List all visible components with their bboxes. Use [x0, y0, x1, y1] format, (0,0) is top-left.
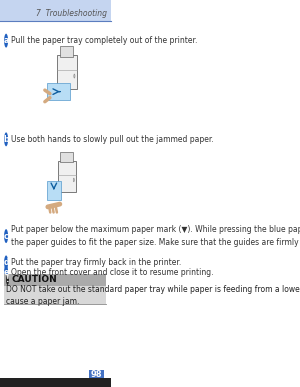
FancyBboxPatch shape: [4, 274, 106, 286]
Text: Put paper below the maximum paper mark (▼). While pressing the blue paper-guide : Put paper below the maximum paper mark (…: [11, 225, 300, 247]
FancyBboxPatch shape: [60, 46, 73, 57]
Text: DO NOT take out the standard paper tray while paper is feeding from a lower pape: DO NOT take out the standard paper tray …: [6, 285, 300, 307]
Text: !: !: [6, 276, 9, 284]
Text: e: e: [4, 267, 9, 277]
FancyBboxPatch shape: [47, 181, 62, 200]
Text: 7  Troubleshooting: 7 Troubleshooting: [37, 9, 107, 18]
FancyBboxPatch shape: [60, 152, 73, 162]
Text: b: b: [3, 135, 9, 144]
Circle shape: [73, 178, 74, 182]
Text: Pull the paper tray completely out of the printer.: Pull the paper tray completely out of th…: [11, 36, 197, 45]
Text: a: a: [4, 36, 9, 45]
Text: Use both hands to slowly pull out the jammed paper.: Use both hands to slowly pull out the ja…: [11, 135, 213, 144]
Text: c: c: [4, 231, 8, 241]
FancyBboxPatch shape: [0, 0, 111, 21]
FancyBboxPatch shape: [58, 161, 76, 192]
Text: 98: 98: [91, 370, 102, 379]
Text: d: d: [3, 258, 9, 267]
Circle shape: [6, 275, 9, 285]
Circle shape: [4, 132, 8, 146]
Text: Open the front cover and close it to resume printing.: Open the front cover and close it to res…: [11, 267, 213, 277]
Circle shape: [4, 34, 8, 48]
FancyBboxPatch shape: [47, 83, 70, 101]
FancyBboxPatch shape: [4, 286, 106, 304]
Circle shape: [74, 74, 75, 78]
FancyBboxPatch shape: [57, 55, 77, 89]
Circle shape: [4, 265, 8, 279]
Text: CAUTION: CAUTION: [11, 276, 57, 284]
FancyBboxPatch shape: [0, 378, 111, 387]
Circle shape: [4, 229, 8, 243]
FancyBboxPatch shape: [88, 370, 104, 379]
Text: Put the paper tray firmly back in the printer.: Put the paper tray firmly back in the pr…: [11, 258, 181, 267]
Circle shape: [4, 255, 8, 269]
